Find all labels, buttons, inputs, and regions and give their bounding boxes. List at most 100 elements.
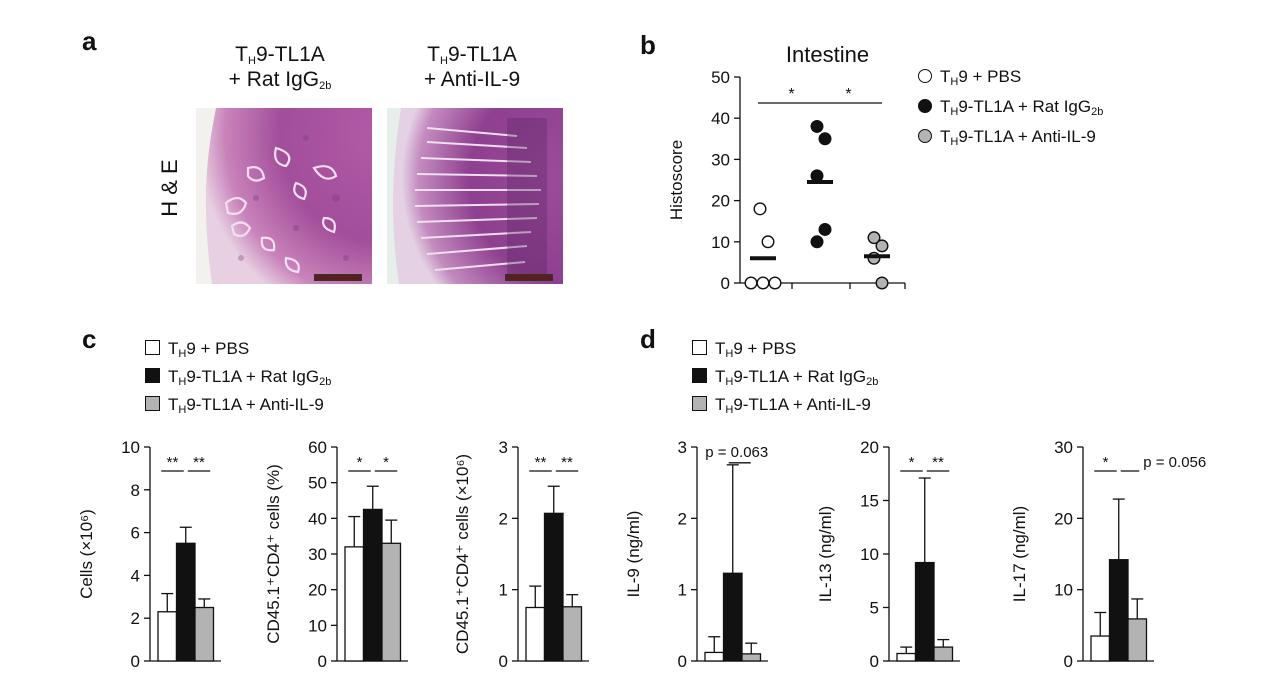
chart-c2-y-tick-label: 40 xyxy=(308,509,327,528)
legend-swatch-white xyxy=(145,340,160,355)
chart-d3-bar xyxy=(1090,635,1111,662)
chart-b-point xyxy=(818,132,832,146)
chart-c2-y-tick-label: 20 xyxy=(308,581,327,600)
legend-b-item-anti-il9: TH9-TL1A + Anti-IL-9 xyxy=(918,126,1096,148)
chart-d2-significance-label: ** xyxy=(932,454,944,471)
chart-b-point xyxy=(810,235,824,249)
chart-b-significance-label: * xyxy=(845,86,851,103)
chart-d3-significance-label: * xyxy=(1103,454,1109,471)
panel-label-b: b xyxy=(640,30,656,60)
chart-c1-y-tick-label: 10 xyxy=(121,438,140,457)
chart-b-point xyxy=(744,276,758,290)
chart-b-title: Intestine xyxy=(786,42,869,67)
chart-d2-y-tick-label: 0 xyxy=(870,652,879,671)
chart-d2-y-tick-label: 5 xyxy=(870,599,879,618)
chart-d3-y-tick-label: 30 xyxy=(1054,438,1073,457)
chart-d1-significance-label: p = 0.063 xyxy=(705,444,768,461)
chart-d2-y-axis-label: IL-13 (ng/ml) xyxy=(816,506,835,602)
chart-c3-y-tick-label: 1 xyxy=(499,581,508,600)
chart-c3-significance-label: ** xyxy=(561,454,573,471)
legend-d-item-rat-igg: TH9-TL1A + Rat IgG2b xyxy=(692,366,878,388)
chart-b-point xyxy=(810,119,824,133)
chart-d2-bar xyxy=(933,646,954,662)
chart-d2-y-tick-label: 15 xyxy=(860,492,879,511)
chart-b-point xyxy=(875,239,889,253)
chart-b-point xyxy=(761,235,775,249)
chart-b-y-tick-label: 0 xyxy=(721,274,730,293)
chart-d3-y-tick-label: 0 xyxy=(1064,652,1073,671)
chart-c2-y-tick-label: 50 xyxy=(308,474,327,493)
chart-c2-y-tick-label: 60 xyxy=(308,438,327,457)
chart-c2-bar xyxy=(362,508,383,662)
chart-c2-y-axis-label: CD45.1⁺CD4⁺ cells (%) xyxy=(264,464,283,644)
chart-d1-y-tick-label: 0 xyxy=(678,652,687,671)
chart-b-point xyxy=(867,231,881,245)
chart-c3-y-tick-label: 3 xyxy=(499,438,508,457)
chart-c2-y-tick-label: 10 xyxy=(308,616,327,635)
chart-b-significance-label: * xyxy=(788,86,794,103)
legend-swatch-gray xyxy=(692,396,707,411)
chart-d3-bar xyxy=(1127,618,1148,662)
legend-swatch-white xyxy=(692,340,707,355)
chart-d1-y-tick-label: 1 xyxy=(678,581,687,600)
chart-c1-y-tick-label: 8 xyxy=(131,481,140,500)
chart-d1-y-tick-label: 2 xyxy=(678,509,687,528)
panel-label-a: a xyxy=(82,26,97,56)
legend-c-item-anti-il9: TH9-TL1A + Anti-IL-9 xyxy=(145,394,324,416)
chart-c1-bar xyxy=(194,606,215,662)
legend-b-item-rat-igg: TH9-TL1A + Rat IgG2b xyxy=(918,96,1103,118)
chart-c2-bar xyxy=(381,542,402,662)
chart-c1-significance-label: ** xyxy=(167,454,179,471)
chart-d2-significance-label: * xyxy=(909,454,915,471)
chart-d3-y-tick-label: 20 xyxy=(1054,509,1073,528)
chart-c1-y-tick-label: 0 xyxy=(131,652,140,671)
panel-label-d: d xyxy=(640,324,656,354)
chart-c2-significance-label: * xyxy=(383,454,389,471)
chart-d1-y-tick-label: 3 xyxy=(678,438,687,457)
chart-c2-y-tick-label: 0 xyxy=(318,652,327,671)
panel-a-col2-header: TH9-TL1A + Anti-IL-9 xyxy=(423,43,521,91)
chart-b-y-axis-label: Histoscore xyxy=(667,140,686,220)
legend-d-item-pbs: TH9 + PBS xyxy=(692,338,796,360)
chart-c1-bar xyxy=(175,542,196,662)
legend-marker-filled-circle xyxy=(918,99,932,113)
chart-c3-y-tick-label: 2 xyxy=(499,509,508,528)
chart-c2-significance-label: * xyxy=(357,454,363,471)
legend-b-item-pbs: TH9 + PBS xyxy=(918,66,1021,88)
chart-b-point xyxy=(756,276,770,290)
chart-c2-y-tick-label: 30 xyxy=(308,545,327,564)
chart-d2-y-tick-label: 10 xyxy=(860,545,879,564)
chart-d1-bar xyxy=(722,572,743,662)
chart-b-y-tick-label: 50 xyxy=(711,68,730,87)
legend-d-item-anti-il9: TH9-TL1A + Anti-IL-9 xyxy=(692,394,871,416)
chart-b-y-tick-label: 20 xyxy=(711,192,730,211)
chart-b-point xyxy=(753,202,767,216)
chart-b-y-tick-label: 40 xyxy=(711,109,730,128)
chart-b-point xyxy=(875,276,889,290)
chart-b-point xyxy=(768,276,782,290)
legend-swatch-black xyxy=(145,368,160,383)
chart-c2-bar xyxy=(344,546,365,662)
chart-c3-significance-label: ** xyxy=(535,454,547,471)
panel-a-col1-header: TH9-TL1A + Rat IgG2b xyxy=(228,43,332,92)
chart-d1-bar xyxy=(704,651,725,662)
histology-image-rat-igg2b xyxy=(196,108,372,284)
legend-marker-gray-circle xyxy=(918,129,932,143)
chart-c1-y-tick-label: 6 xyxy=(131,524,140,543)
chart-d1-bar xyxy=(741,653,762,662)
panel-label-c: c xyxy=(82,324,97,354)
chart-d2-y-tick-label: 20 xyxy=(860,438,879,457)
chart-b-y-tick-label: 30 xyxy=(711,150,730,169)
chart-c3-bar xyxy=(562,606,583,662)
chart-d2-bar xyxy=(914,561,935,662)
chart-c1-significance-label: ** xyxy=(193,454,205,471)
chart-c3-y-tick-label: 0 xyxy=(499,652,508,671)
chart-d1-y-axis-label: IL-9 (ng/ml) xyxy=(624,511,643,598)
chart-b-y-tick-label: 10 xyxy=(711,233,730,252)
chart-b-point xyxy=(810,169,824,183)
histology-image-anti-il9 xyxy=(387,108,563,284)
chart-d3-y-tick-label: 10 xyxy=(1054,581,1073,600)
chart-c1-y-axis-label: Cells (×10⁶) xyxy=(77,509,96,599)
chart-d3-significance-label: p = 0.056 xyxy=(1143,454,1206,471)
